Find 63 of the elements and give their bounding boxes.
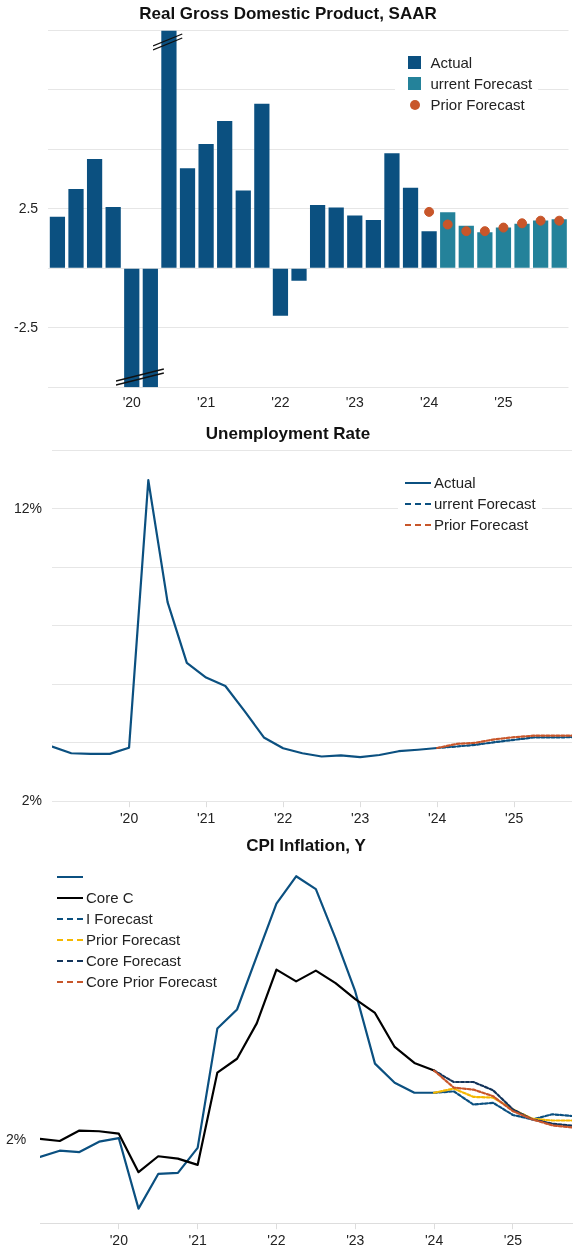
x-tick-label: '20 — [109, 1232, 129, 1249]
bar — [533, 220, 549, 268]
x-tick-label: '23 — [346, 1232, 365, 1249]
legend-label: Core Prior Forecast — [86, 973, 217, 991]
x-tick-label: '23 — [345, 394, 365, 411]
bar — [254, 103, 270, 268]
bar — [309, 204, 326, 268]
bar — [347, 215, 363, 268]
legend-label: Prior Forecast — [86, 931, 181, 949]
bar — [328, 207, 344, 268]
bar — [365, 219, 381, 268]
x-tick-label: '20 — [122, 394, 142, 411]
bar — [86, 159, 103, 268]
bar — [217, 121, 233, 268]
bar — [272, 268, 289, 316]
chart-title: Real Gross Domestic Product, SAAR — [139, 3, 437, 23]
legend-label: Actual — [434, 474, 476, 492]
x-tick-label: '25 — [505, 810, 524, 827]
bar — [179, 168, 196, 268]
x-tick-label: '22 — [267, 1232, 286, 1249]
x-tick-label: '24 — [419, 394, 439, 411]
bar — [142, 268, 158, 388]
x-tick-label: '24 — [428, 810, 447, 827]
bar — [291, 268, 307, 281]
y-tick-label: 2.5 — [18, 199, 39, 216]
bar — [124, 268, 140, 388]
legend-label: Core C — [86, 889, 134, 907]
legend-label: I Forecast — [86, 910, 153, 928]
x-tick-label: '23 — [351, 810, 370, 827]
x-tick-label: '22 — [271, 394, 290, 411]
legend-label: Core Forecast — [86, 952, 182, 970]
x-tick-label: '21 — [188, 1232, 207, 1249]
y-tick-label: 12% — [13, 499, 43, 516]
bar — [477, 232, 493, 268]
bar — [49, 216, 66, 268]
x-tick-label: '21 — [196, 394, 216, 411]
bar — [421, 231, 437, 268]
x-tick-label: '25 — [503, 1232, 523, 1249]
legend-label: urrent Forecast — [434, 495, 536, 513]
legend-label: Actual — [430, 54, 473, 72]
x-tick-label: '24 — [424, 1232, 444, 1249]
bar — [495, 227, 512, 268]
x-tick-label: '21 — [196, 810, 216, 827]
legend-label: Prior Forecast — [430, 96, 525, 114]
y-tick-label: -2.5 — [14, 318, 39, 335]
bar — [161, 30, 177, 268]
x-tick-label: '22 — [274, 810, 293, 827]
bar — [235, 190, 251, 268]
bar — [402, 187, 419, 268]
x-tick-label: '25 — [494, 394, 513, 411]
legend-label: urrent Forecast — [430, 75, 533, 93]
bar — [440, 212, 456, 268]
chart-title: CPI Inflation, Y — [246, 835, 367, 855]
y-tick-label: 2% — [21, 792, 43, 809]
x-tick-label: '20 — [119, 810, 139, 827]
chart-title: Unemployment Rate — [205, 423, 371, 443]
bar — [105, 206, 121, 268]
bar — [384, 153, 400, 268]
bar — [514, 223, 530, 268]
bar — [551, 219, 567, 268]
legend-label: Prior Forecast — [434, 516, 529, 534]
bar — [68, 189, 84, 268]
bar — [198, 144, 214, 268]
